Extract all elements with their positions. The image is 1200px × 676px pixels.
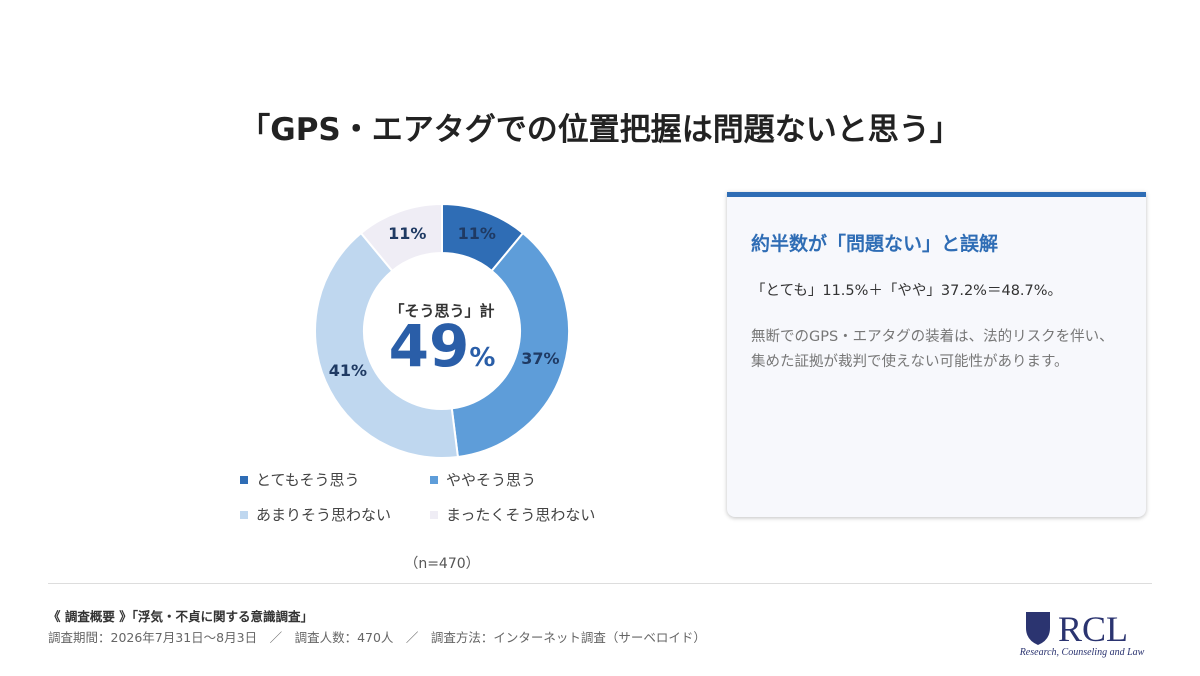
data-label: 11% [458,224,496,243]
legend-swatch [240,475,248,484]
sample-note: （n=470） [404,556,480,572]
data-label: 11% [388,224,426,243]
footer-rule [48,583,1152,584]
donut-segment [450,231,570,459]
legend-label: あまりそう思わない [256,506,392,524]
center-unit: % [469,343,496,373]
legend-swatch [430,510,438,519]
center-value: 49 [388,312,470,380]
slide-title: 「GPS・エアタグでの位置把握は問題ないと思う」 [239,112,961,148]
legend-item: とてもそう思う [240,469,360,490]
legend-swatch [430,475,438,484]
data-label: 41% [329,361,367,380]
donut-segment [314,231,460,459]
legend-item: あまりそう思わない [240,504,391,525]
data-label: 37% [521,349,559,368]
card-line: 「とても」11.5%＋「やや」37.2%＝48.7%。 [751,283,1063,299]
legend-item: まったくそう思わない [430,504,595,525]
donut-segment [359,202,443,273]
survey-details: 調査期間：2026年7月31日～8月3日 ／ 調査人数：470人 ／ 調査方法：… [48,630,706,645]
insight-card: 約半数が「問題ない」と誤解 「とても」11.5%＋「やや」37.2%＝48.7%… [727,192,1146,517]
legend-item: ややそう思う [430,469,536,490]
legend-swatch [240,510,248,519]
survey-title: 《 調査概要 》「浮気・不貞に関する意識調査」 [48,609,313,624]
legend-label: まったくそう思わない [446,506,596,524]
legend-label: とてもそう思う [256,471,360,489]
legend-label: ややそう思う [446,471,537,489]
center-total: 49% [342,312,542,380]
center-label: 「そう思う」計 [389,302,495,320]
card-body: 無断でのGPS・エアタグの装着は、法的リスクを伴い、集めた証拠が裁判で使えない可… [751,329,1114,370]
card-title: 約半数が「問題ない」と誤解 [751,233,999,255]
